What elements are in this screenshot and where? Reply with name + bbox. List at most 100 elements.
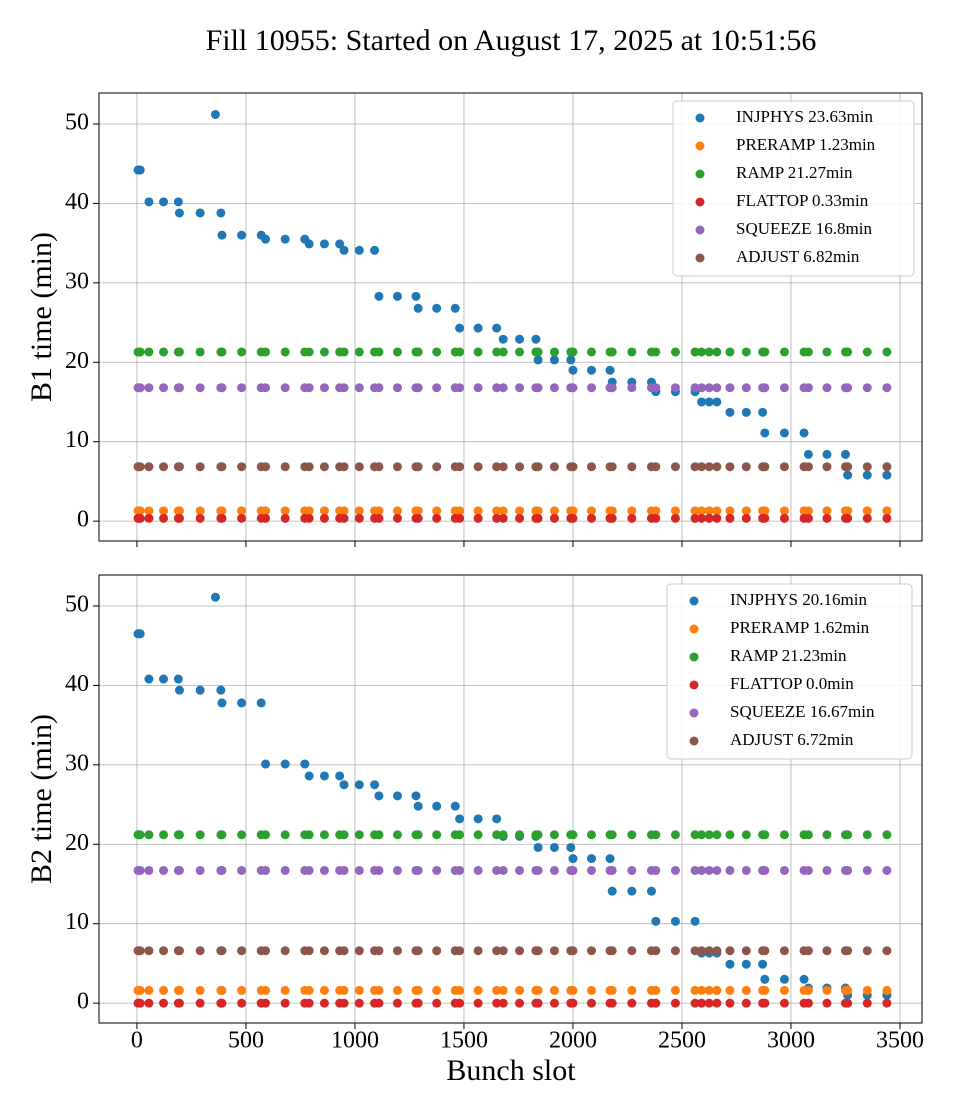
data-point bbox=[339, 513, 349, 523]
data-point bbox=[803, 449, 813, 459]
data-point bbox=[339, 865, 349, 875]
data-point bbox=[586, 985, 596, 995]
data-point bbox=[261, 985, 271, 995]
data-point bbox=[261, 234, 271, 244]
data-point bbox=[159, 674, 169, 684]
data-point bbox=[760, 946, 770, 956]
data-point bbox=[779, 383, 789, 393]
data-point bbox=[237, 998, 247, 1008]
data-point bbox=[568, 513, 578, 523]
data-point bbox=[586, 383, 596, 393]
data-point bbox=[725, 830, 735, 840]
data-point bbox=[725, 998, 735, 1008]
data-point bbox=[498, 383, 508, 393]
data-point bbox=[822, 462, 832, 472]
data-point bbox=[144, 946, 154, 956]
data-point bbox=[473, 383, 483, 393]
data-point bbox=[690, 916, 700, 926]
data-point bbox=[304, 946, 314, 956]
data-point bbox=[779, 830, 789, 840]
data-point bbox=[256, 698, 266, 708]
data-point bbox=[354, 998, 364, 1008]
data-point bbox=[704, 830, 714, 840]
data-point bbox=[690, 506, 700, 516]
data-point bbox=[450, 801, 460, 811]
legend-marker bbox=[695, 141, 705, 151]
data-point bbox=[862, 946, 872, 956]
data-point bbox=[568, 865, 578, 875]
y-axis-label: B2 time (min) bbox=[25, 714, 58, 884]
data-point bbox=[237, 513, 247, 523]
data-point bbox=[473, 506, 483, 516]
data-point bbox=[159, 462, 169, 472]
legend-label: ADJUST 6.72min bbox=[730, 730, 854, 749]
data-point bbox=[217, 946, 227, 956]
data-point bbox=[455, 946, 465, 956]
data-point bbox=[354, 946, 364, 956]
data-point bbox=[374, 791, 384, 801]
data-point bbox=[319, 946, 329, 956]
data-point bbox=[697, 946, 707, 956]
data-point bbox=[432, 985, 442, 995]
data-point bbox=[159, 865, 169, 875]
data-point bbox=[432, 998, 442, 1008]
data-point bbox=[568, 365, 578, 375]
data-point bbox=[822, 865, 832, 875]
data-point bbox=[374, 383, 384, 393]
data-point bbox=[498, 985, 508, 995]
data-point bbox=[498, 865, 508, 875]
data-point bbox=[217, 985, 227, 995]
data-point bbox=[195, 513, 205, 523]
data-point bbox=[760, 865, 770, 875]
data-point bbox=[473, 814, 483, 824]
data-point bbox=[159, 506, 169, 516]
data-point bbox=[670, 830, 680, 840]
data-point bbox=[339, 780, 349, 790]
legend-marker bbox=[695, 197, 705, 207]
data-point bbox=[195, 998, 205, 1008]
data-point bbox=[843, 506, 853, 516]
data-point bbox=[335, 239, 345, 249]
data-point bbox=[135, 513, 145, 523]
data-point bbox=[413, 830, 423, 840]
data-point bbox=[413, 985, 423, 995]
data-point bbox=[712, 830, 722, 840]
data-point bbox=[862, 985, 872, 995]
data-point bbox=[261, 513, 271, 523]
data-point bbox=[144, 998, 154, 1008]
data-point bbox=[354, 830, 364, 840]
data-point bbox=[392, 513, 402, 523]
data-point bbox=[760, 428, 770, 438]
data-point bbox=[374, 830, 384, 840]
data-point bbox=[413, 801, 423, 811]
data-point bbox=[261, 759, 271, 769]
data-point bbox=[803, 946, 813, 956]
legend-label: SQUEEZE 16.67min bbox=[730, 702, 875, 721]
data-point bbox=[413, 865, 423, 875]
data-point bbox=[712, 865, 722, 875]
data-point bbox=[822, 506, 832, 516]
data-point bbox=[549, 865, 559, 875]
data-point bbox=[455, 347, 465, 357]
data-point bbox=[135, 383, 145, 393]
data-point bbox=[237, 506, 247, 516]
data-point bbox=[799, 974, 809, 984]
subplot: 0 500 1000 1500 2000 2500 3000 3500 0 10 20 30 40 50 B… bbox=[25, 574, 924, 1054]
data-point bbox=[515, 830, 525, 840]
data-point bbox=[280, 506, 290, 516]
data-point bbox=[354, 462, 364, 472]
data-point bbox=[725, 462, 735, 472]
data-point bbox=[741, 347, 751, 357]
data-point bbox=[882, 462, 892, 472]
y-tick-label: 40 bbox=[65, 189, 89, 215]
data-point bbox=[670, 916, 680, 926]
data-point bbox=[280, 946, 290, 956]
data-point bbox=[432, 865, 442, 875]
data-point bbox=[862, 865, 872, 875]
data-point bbox=[174, 685, 184, 695]
data-point bbox=[498, 998, 508, 1008]
data-point bbox=[651, 513, 661, 523]
data-point bbox=[135, 629, 145, 639]
data-point bbox=[533, 383, 543, 393]
data-point bbox=[704, 513, 714, 523]
